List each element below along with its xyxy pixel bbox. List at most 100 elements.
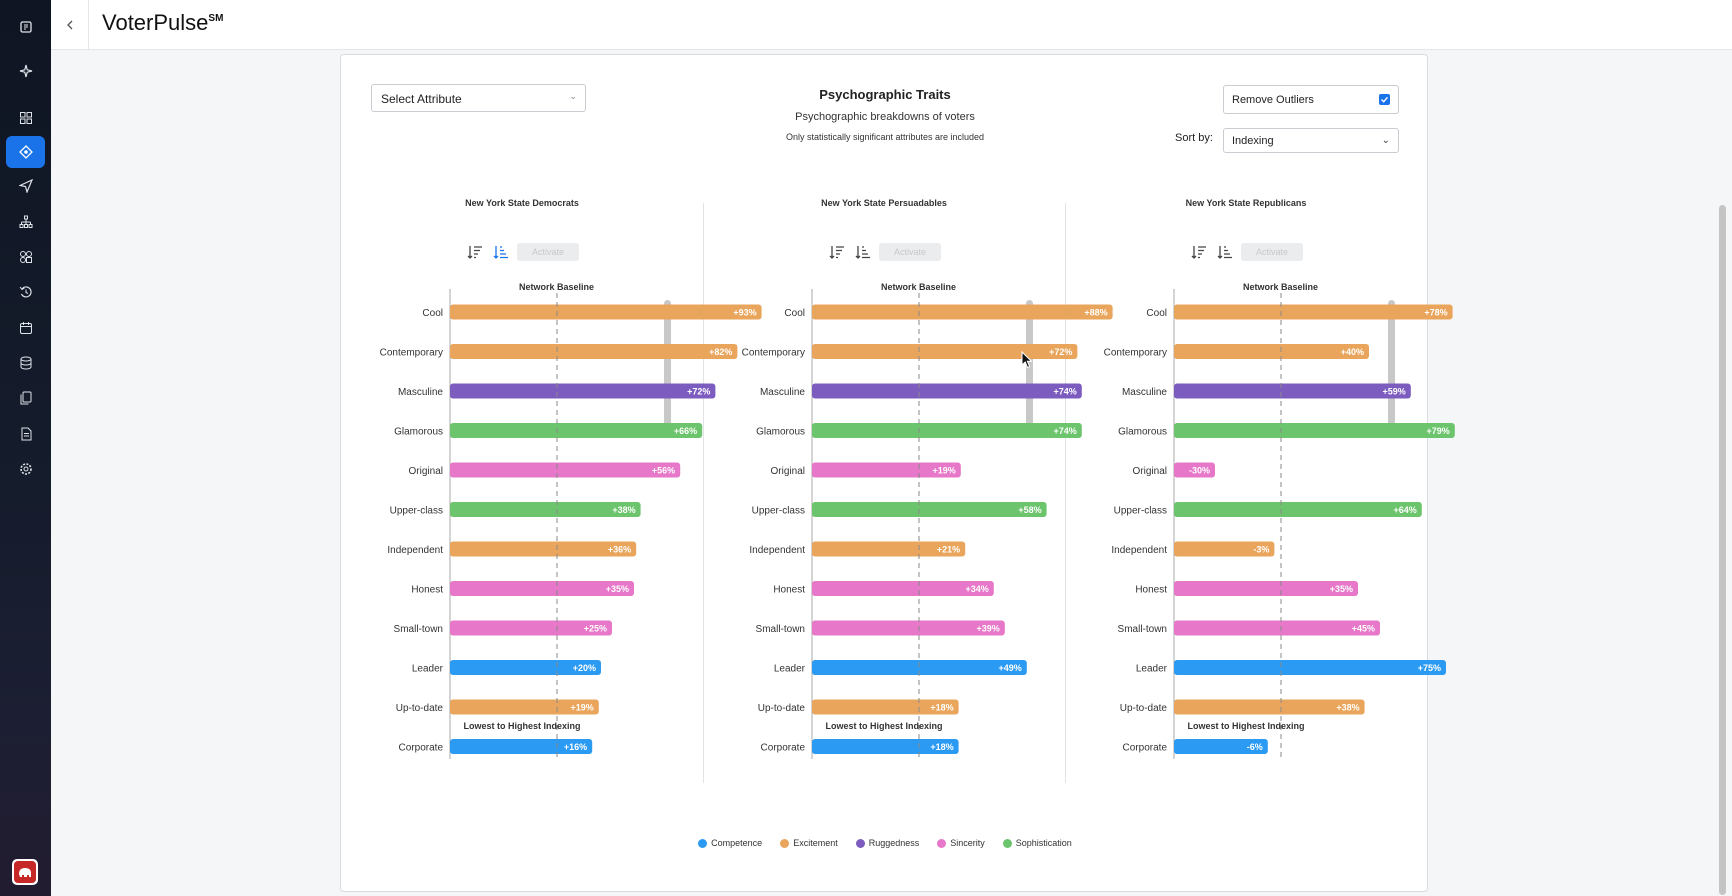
sort-descending-button[interactable] (491, 243, 511, 261)
sort-descending-button[interactable] (1215, 243, 1235, 261)
bar-masculine[interactable] (1174, 383, 1411, 399)
bar-value-label: +78% (1424, 308, 1447, 318)
sort-ascending-button[interactable] (827, 243, 847, 261)
sort-descending-icon (855, 246, 870, 259)
nav-item-target[interactable] (6, 136, 45, 168)
bar-corporate[interactable] (1174, 739, 1268, 754)
bar-contemporary[interactable] (450, 344, 738, 359)
bar-value-label: +35% (1330, 584, 1353, 594)
bar-cool[interactable] (812, 304, 1113, 320)
bar-corporate[interactable] (812, 739, 959, 754)
bar-corporate[interactable] (450, 739, 593, 754)
activate-button[interactable]: Activate (879, 243, 941, 261)
bar-independent[interactable] (450, 541, 637, 557)
bar-contemporary[interactable] (1174, 344, 1369, 359)
bar-leader[interactable] (1174, 660, 1446, 675)
bar-original[interactable] (450, 462, 681, 478)
bar-value-label: +40% (1341, 347, 1364, 357)
legend-item[interactable]: Sophistication (1002, 838, 1072, 848)
nav-item-history[interactable] (6, 276, 45, 308)
nav-item-segments[interactable] (6, 241, 45, 273)
page-scrollbar[interactable] (1719, 205, 1726, 895)
legend-item[interactable]: Sincerity (937, 838, 985, 848)
card-note: Only statistically significant attribute… (785, 132, 985, 142)
panel-scrollbar[interactable] (1026, 300, 1033, 438)
bar-independent[interactable] (812, 541, 966, 557)
nav-item-database[interactable] (6, 347, 45, 379)
bar-value-label: +21% (937, 545, 960, 555)
category-label: Upper-class (752, 506, 805, 517)
panel-scrollbar[interactable] (664, 300, 671, 438)
bar-value-label: +74% (1054, 426, 1077, 436)
panel-sort-controls: Activate (734, 243, 1034, 261)
legend-item[interactable]: Competence (698, 838, 762, 848)
sort-ascending-button[interactable] (1189, 243, 1209, 261)
bar-glamorous[interactable] (450, 423, 703, 438)
panel-scrollbar[interactable] (1388, 300, 1395, 438)
bar-contemporary[interactable] (812, 344, 1078, 359)
bar-original[interactable] (1174, 462, 1215, 478)
bar-leader[interactable] (812, 660, 1027, 675)
bar-masculine[interactable] (450, 383, 716, 399)
category-label: Corporate (399, 743, 444, 754)
nav-item-grid[interactable] (6, 102, 45, 134)
legend-item[interactable]: Excitement (780, 838, 838, 848)
bar-small-town[interactable] (812, 620, 1005, 636)
nav-item-dashboard[interactable] (6, 11, 45, 43)
bar-upper-class[interactable] (1174, 502, 1422, 517)
bar-glamorous[interactable] (1174, 423, 1455, 438)
bar-upper-class[interactable] (812, 502, 1047, 517)
chart-panel: New York State Democrats Activate Network … (372, 183, 762, 843)
category-label: Corporate (1123, 743, 1168, 754)
select-attribute-dropdown[interactable]: Select Attribute ⌄ (371, 84, 586, 112)
bar-honest[interactable] (450, 581, 634, 596)
bar-cool[interactable] (450, 304, 762, 320)
bar-honest[interactable] (812, 581, 994, 596)
remove-outliers-toggle[interactable]: Remove Outliers (1223, 85, 1399, 114)
nav-item-org-chart[interactable] (6, 206, 45, 238)
legend-label: Sophistication (1015, 838, 1072, 848)
nav-item-report[interactable] (6, 418, 45, 450)
nav-item-documents[interactable] (6, 382, 45, 414)
category-label: Honest (411, 585, 443, 596)
bar-value-label: -3% (1253, 545, 1269, 555)
category-label: Contemporary (1104, 348, 1167, 359)
bar-original[interactable] (812, 462, 961, 478)
sort-by-label: Sort by: (1175, 132, 1213, 144)
bar-independent[interactable] (1174, 541, 1275, 557)
bar-value-label: +72% (1049, 347, 1072, 357)
nav-item-settings[interactable] (6, 453, 45, 485)
sort-by-dropdown[interactable]: Indexing ⌄ (1223, 128, 1399, 153)
bar-up-to-date[interactable] (812, 699, 959, 715)
bar-honest[interactable] (1174, 581, 1358, 596)
nav-item-sparkle[interactable] (6, 55, 45, 87)
activate-button[interactable]: Activate (1241, 243, 1303, 261)
nav-item-send[interactable] (6, 170, 45, 202)
bar-leader[interactable] (450, 660, 601, 675)
workspace-avatar[interactable] (12, 859, 38, 885)
bar-cool[interactable] (1174, 304, 1453, 320)
settings-icon (19, 463, 32, 475)
sort-descending-button[interactable] (853, 243, 873, 261)
bar-upper-class[interactable] (450, 502, 641, 517)
bar-small-town[interactable] (450, 620, 612, 636)
bar-masculine[interactable] (812, 383, 1082, 399)
remove-outliers-checkbox[interactable] (1379, 94, 1390, 105)
send-icon (18, 179, 33, 193)
nav-item-calendar[interactable] (6, 312, 45, 344)
app-title-sup: SM (208, 13, 224, 24)
card-title: Psychographic Traits (819, 87, 951, 102)
legend-swatch (698, 838, 708, 848)
bar-small-town[interactable] (1174, 620, 1380, 636)
legend-label: Competence (711, 838, 763, 848)
sort-ascending-button[interactable] (465, 243, 485, 261)
legend-item[interactable]: Ruggedness (855, 838, 919, 848)
bar-glamorous[interactable] (812, 423, 1082, 438)
sort-ascending-icon (1191, 246, 1206, 259)
back-button[interactable] (51, 0, 89, 49)
bar-up-to-date[interactable] (1174, 699, 1365, 715)
activate-button[interactable]: Activate (517, 243, 579, 261)
bar-up-to-date[interactable] (450, 699, 599, 715)
elephant-logo-icon (14, 861, 36, 883)
category-label: Original (409, 466, 443, 477)
